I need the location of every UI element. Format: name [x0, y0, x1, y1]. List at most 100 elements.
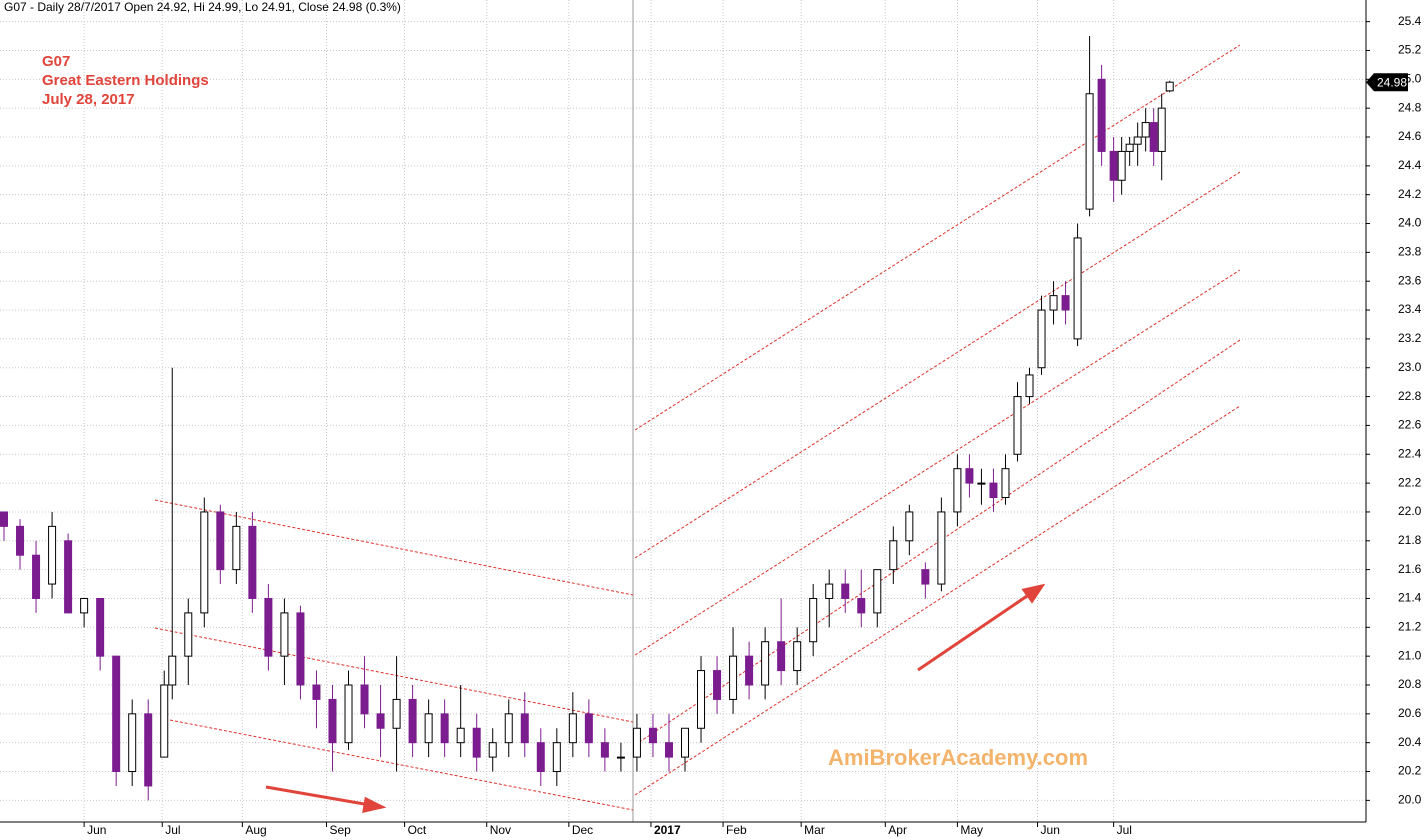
last-price-box: 24.98: [1366, 73, 1408, 92]
candle-body: [536, 742, 545, 773]
y-tick-label: 23.6: [1398, 273, 1422, 287]
candle-body: [344, 684, 353, 744]
x-tick-label: Dec: [572, 823, 593, 837]
last-price-label: 24.98: [1377, 75, 1407, 89]
y-tick-label: 21.4: [1398, 591, 1422, 605]
candle-body: [0, 511, 9, 527]
candle-body: [989, 482, 998, 499]
y-tick-label: 24.0: [1398, 216, 1422, 230]
candle-body: [504, 713, 513, 744]
candle-body: [408, 698, 417, 744]
candle-body: [905, 511, 914, 542]
arrow: [917, 592, 1031, 672]
candle-body: [264, 597, 273, 657]
x-tick-label: Feb: [726, 823, 747, 837]
axes: 20.0 20.2 20.4 20.6 20.8 21.0 21.2 21.4 21.6 21.8…: [83, 14, 1422, 837]
candle-body: [1117, 150, 1126, 181]
candle-body: [1141, 122, 1150, 138]
y-tick-label: 23.4: [1398, 302, 1422, 316]
x-tick-label: Jul: [1117, 823, 1132, 837]
candle-body: [472, 727, 481, 758]
x-tick-label: Mar: [804, 823, 825, 837]
x-tick-label: Nov: [490, 823, 511, 837]
candle-body: [112, 655, 121, 773]
candle-body: [1133, 136, 1142, 145]
candle-body: [1109, 150, 1118, 181]
candle-body: [1165, 81, 1174, 92]
y-tick-label: 21.0: [1398, 648, 1422, 662]
candle-body: [184, 612, 193, 657]
candle-body: [1025, 374, 1034, 398]
y-tick-label: 22.4: [1398, 446, 1422, 460]
candle-body: [953, 468, 962, 513]
candle-body: [729, 655, 738, 700]
candle-body: [144, 713, 153, 787]
candle-body: [552, 742, 561, 773]
arrow: [265, 785, 371, 807]
candle-body: [128, 713, 137, 773]
candle-body: [200, 511, 209, 614]
candle-body: [456, 727, 465, 744]
candle-body: [1097, 78, 1106, 152]
y-tick-label: 22.8: [1398, 389, 1422, 403]
y-tick-label: 20.6: [1398, 706, 1422, 720]
candle-body: [64, 540, 73, 614]
candle-body: [1125, 143, 1134, 152]
candle-body: [1157, 107, 1166, 152]
candle-body: [376, 713, 385, 729]
candle-body: [664, 742, 673, 758]
y-tick-label: 24.8: [1398, 100, 1422, 114]
x-tick-label: Apr: [888, 823, 907, 837]
candle-body: [80, 597, 89, 614]
grid: [0, 0, 1366, 822]
candle-body: [825, 583, 834, 599]
title-line: G07: [42, 53, 70, 70]
candle-body: [1049, 295, 1058, 311]
candle-body: [713, 670, 722, 700]
candle-body: [520, 713, 529, 744]
candle-body: [328, 698, 337, 744]
candle-body: [965, 468, 974, 484]
x-tick-label: Oct: [408, 823, 427, 837]
candle-body: [1001, 468, 1010, 499]
x-tick-label: 2017: [654, 823, 681, 837]
candle-body: [873, 569, 882, 614]
candle-body: [488, 742, 497, 758]
candle-body: [232, 525, 241, 571]
y-tick-label: 24.6: [1398, 129, 1422, 143]
y-tick-label: 22.0: [1398, 504, 1422, 518]
candle-body: [96, 597, 105, 657]
title-line: Great Eastern Holdings: [42, 72, 209, 89]
candle-body: [600, 742, 609, 758]
y-tick-label: 20.8: [1398, 677, 1422, 691]
header: G07 - Daily 28/7/2017 Open 24.92, Hi 24.…: [4, 0, 401, 14]
candle-body: [648, 727, 657, 744]
candle-body: [424, 713, 433, 744]
candle-body: [312, 684, 321, 700]
candle-body: [248, 525, 257, 599]
candle-body: [745, 655, 754, 686]
y-tick-label: 24.2: [1398, 187, 1422, 201]
watermark: AmiBrokerAcademy.com: [828, 745, 1088, 770]
last-price-flag: [1366, 73, 1408, 92]
y-tick-label: 20.2: [1398, 764, 1422, 778]
arrow-head: [362, 796, 387, 813]
candle-body: [584, 713, 593, 744]
candle-body: [1085, 93, 1094, 210]
candle-body: [1013, 396, 1022, 455]
y-tick-label: 25.2: [1398, 43, 1422, 57]
channel-line: [169, 719, 634, 811]
candle-body: [16, 525, 25, 556]
channel-line: [634, 44, 1241, 431]
candle-body: [280, 612, 289, 657]
candle-body: [440, 713, 449, 744]
y-tick-label: 23.8: [1398, 245, 1422, 259]
candle-body: [616, 756, 625, 759]
candle-body: [32, 554, 41, 599]
candle-body: [1061, 295, 1070, 311]
arrows: [265, 583, 1046, 813]
channel-line: [154, 499, 634, 596]
candle-body: [1037, 309, 1046, 369]
